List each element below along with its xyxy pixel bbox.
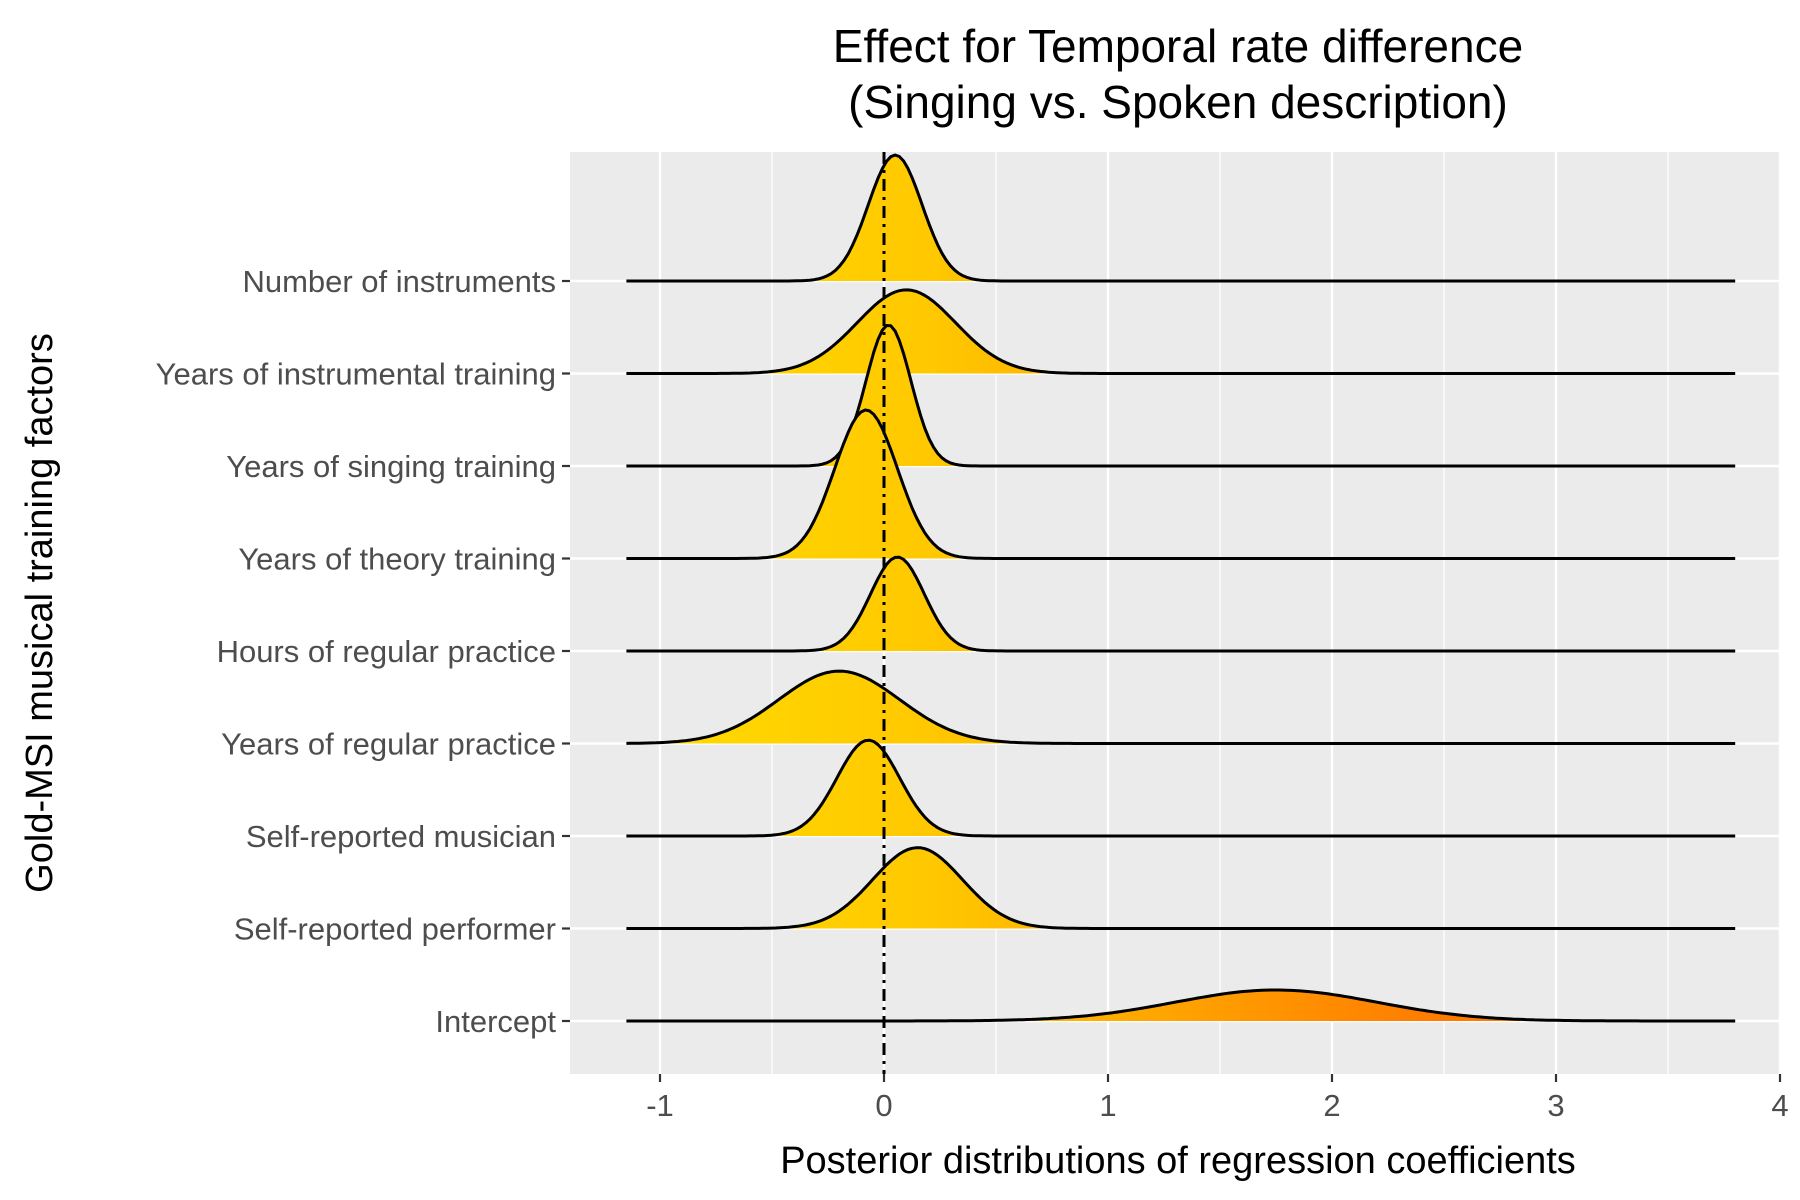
ridge-outline — [626, 738, 1736, 838]
x-tick-label: 2 — [1323, 1088, 1340, 1123]
ridge-outline — [626, 288, 1736, 375]
y-axis-title: Gold-MSI musical training factors — [19, 333, 61, 893]
x-tick-label: 4 — [1771, 1088, 1788, 1123]
y-axis-ticks: Number of instruments Years of instrument… — [156, 264, 570, 1039]
ridge-outline — [626, 408, 1736, 560]
chart-title-line-1: Effect for Temporal rate difference — [833, 20, 1523, 72]
y-tick-label: Self-reported performer — [234, 912, 556, 947]
y-tick-label: Self-reported musician — [246, 819, 556, 854]
ridge-fill — [626, 155, 1736, 281]
y-tick-label: Intercept — [435, 1004, 556, 1039]
ridge-fill — [626, 847, 1736, 929]
y-tick-label: Years of singing training — [226, 449, 556, 484]
ridge-fill — [626, 671, 1736, 744]
x-axis-ticks: -1 0 1 2 3 4 — [646, 1074, 1789, 1123]
ridge-fill — [626, 990, 1736, 1021]
x-axis-title: Posterior distributions of regression co… — [780, 1140, 1576, 1182]
x-tick-label: 3 — [1547, 1088, 1564, 1123]
ridge-fill — [626, 325, 1736, 466]
ridge-fill — [626, 410, 1736, 559]
y-tick-label: Years of instrumental training — [156, 357, 556, 392]
y-tick-label: Hours of regular practice — [217, 634, 556, 669]
ridge-outline — [626, 669, 1736, 745]
x-tick-label: 0 — [875, 1088, 892, 1123]
y-tick-label: Years of theory training — [238, 542, 556, 577]
ridge-outline — [626, 153, 1736, 283]
chart-title-line-2: (Singing vs. Spoken description) — [848, 76, 1508, 128]
ridges — [626, 153, 1736, 1023]
y-tick-label: Number of instruments — [242, 264, 556, 299]
x-tick-label: 1 — [1099, 1088, 1116, 1123]
ridge-fill — [626, 740, 1736, 836]
ridge-outline — [626, 324, 1736, 468]
x-tick-label: -1 — [646, 1088, 674, 1123]
plot-panel — [570, 152, 1780, 1074]
ridge-outline — [626, 988, 1736, 1023]
ridge-outline — [626, 846, 1736, 930]
y-tick-label: Years of regular practice — [221, 727, 556, 762]
ridge-fill — [626, 557, 1736, 651]
ridge-outline — [626, 555, 1736, 653]
